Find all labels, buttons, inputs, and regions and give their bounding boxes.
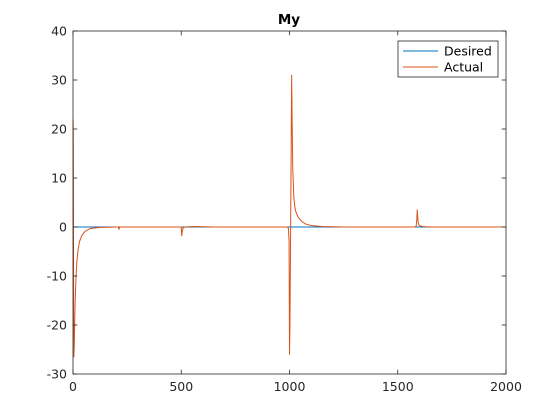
x-tick-label: 1000: [274, 379, 306, 394]
ticks-layer: 0 500 1000 1500 2000 -30 -20 -10 0 10 20 30 40: [47, 24, 522, 395]
series-line-actual: [72, 74, 506, 358]
x-tick-label: 1500: [382, 379, 414, 394]
legend-label-actual: Actual: [444, 60, 483, 75]
y-tick-label: 0: [59, 220, 67, 235]
y-tick-label: 40: [51, 24, 67, 39]
x-tick-label: 0: [69, 379, 77, 394]
legend-box: [397, 40, 499, 78]
y-tick-label: -20: [47, 318, 67, 333]
legend-label-desired: Desired: [444, 44, 492, 59]
chart-title: My: [278, 12, 300, 28]
x-tick-label: 500: [169, 379, 193, 394]
y-tick-label: -30: [47, 367, 67, 382]
x-tick-label: 2000: [490, 379, 522, 394]
y-tick-label: 30: [51, 73, 67, 88]
series-layer: [72, 74, 506, 358]
y-tick-label: 10: [51, 171, 67, 186]
y-tick-label: -10: [47, 269, 67, 284]
y-tick-label: 20: [51, 122, 67, 137]
